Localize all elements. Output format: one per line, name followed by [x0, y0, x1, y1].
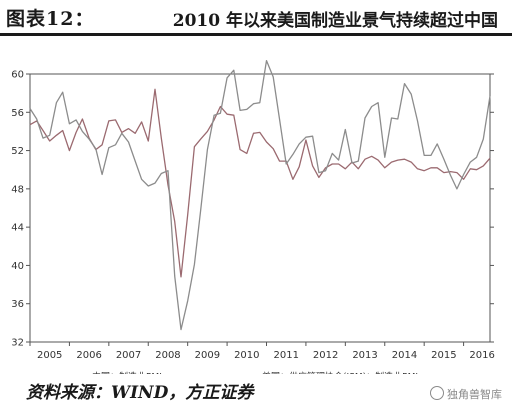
- pmi-line-chart: 32 36 40 44 48 52 56 60 2005 2006 2007 2008 2009 201…: [11, 59, 495, 375]
- x-axis: 2005 2006 2007 2008 2009 2010 2011 2012 2013 2014…: [29, 342, 495, 361]
- figure-header: 图表12： 2010 年以来美国制造业景气持续超过中国: [0, 0, 512, 36]
- y-tick-label: 48: [11, 184, 24, 195]
- source-note: 资料来源：WIND，方正证券: [26, 383, 254, 403]
- x-tick-label: 2010: [234, 350, 259, 361]
- y-axis: 32 36 40 44 48 52 56 60: [11, 70, 494, 349]
- x-tick-label: 2007: [116, 350, 141, 361]
- chart-title: 2010 年以来美国制造业景气持续超过中国: [172, 11, 498, 31]
- x-tick-label: 2015: [431, 350, 456, 361]
- y-tick-label: 32: [11, 338, 24, 349]
- series-line: [29, 59, 491, 331]
- y-tick-label: 56: [11, 108, 24, 119]
- y-tick-label: 60: [11, 70, 24, 81]
- x-tick-label: 2014: [392, 350, 417, 361]
- y-tick-label: 36: [11, 299, 24, 310]
- y-tick-label: 44: [11, 223, 24, 234]
- x-tick-label: 2006: [76, 350, 101, 361]
- series-line: [29, 88, 491, 278]
- x-tick-label: 2013: [352, 350, 377, 361]
- watermark-text: 独角兽智库: [447, 388, 502, 401]
- x-tick-label: 2008: [155, 350, 180, 361]
- header-rule: [0, 33, 512, 36]
- legend-label: 中国：制造业PMI: [92, 371, 162, 375]
- watermark: 独角兽智库: [430, 386, 502, 402]
- series-lines: [29, 59, 491, 331]
- legend: 中国：制造业PMI 美国：供应管理协会(ISM)：制造业PMI: [92, 371, 418, 375]
- x-tick-label: 2012: [313, 350, 338, 361]
- legend-label: 美国：供应管理协会(ISM)：制造业PMI: [262, 371, 418, 375]
- x-tick-label: 2005: [37, 350, 62, 361]
- x-tick-label: 2016: [469, 350, 494, 361]
- x-tick-label: 2011: [273, 350, 298, 361]
- y-tick-label: 40: [11, 261, 24, 272]
- wechat-icon: [430, 386, 444, 400]
- x-tick-label: 2009: [195, 350, 220, 361]
- y-tick-label: 52: [11, 146, 24, 157]
- plot-frame: [29, 73, 491, 343]
- figure-label: 图表12：: [6, 8, 95, 30]
